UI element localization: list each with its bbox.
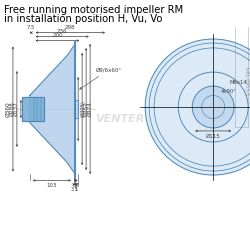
Text: 3.5: 3.5 [70, 187, 78, 192]
Text: Ø352: Ø352 [84, 102, 89, 116]
Text: Ø137: Ø137 [14, 102, 19, 116]
Bar [22, 97, 44, 121]
Text: Ø288: Ø288 [10, 102, 15, 116]
Bar [75, 100, 77, 118]
Text: Free running motorised impeller RM: Free running motorised impeller RM [4, 5, 182, 15]
Text: 236: 236 [57, 29, 67, 34]
Polygon shape [30, 44, 75, 175]
Text: 4x90°: 4x90° [220, 89, 236, 94]
Text: 200: 200 [52, 33, 62, 38]
Text: Ø115: Ø115 [205, 133, 220, 138]
Text: 7.5: 7.5 [27, 25, 35, 30]
Text: Ø9/6x60°: Ø9/6x60° [80, 67, 122, 89]
Text: Ø374: Ø374 [88, 102, 93, 116]
Circle shape [144, 39, 250, 175]
Text: 1: 1 [74, 187, 78, 192]
Text: M6x14: M6x14 [228, 80, 246, 85]
Bar [22, 97, 44, 121]
Circle shape [192, 86, 233, 128]
Text: (Ø325): (Ø325) [80, 101, 85, 117]
Text: in installation position H, Vu, Vo: in installation position H, Vu, Vo [4, 14, 162, 24]
Text: 66: 66 [72, 183, 79, 188]
Bar [74, 41, 75, 177]
Text: Ø360: Ø360 [6, 101, 11, 117]
Bar [74, 41, 75, 177]
Text: L-KL-2953-5: L-KL-2953-5 [242, 67, 248, 97]
Bar [75, 100, 77, 118]
Text: 298: 298 [65, 25, 75, 30]
Text: VENTER: VENTER [94, 114, 144, 124]
Text: 103: 103 [46, 183, 57, 188]
Text: Ø267: Ø267 [76, 102, 81, 116]
